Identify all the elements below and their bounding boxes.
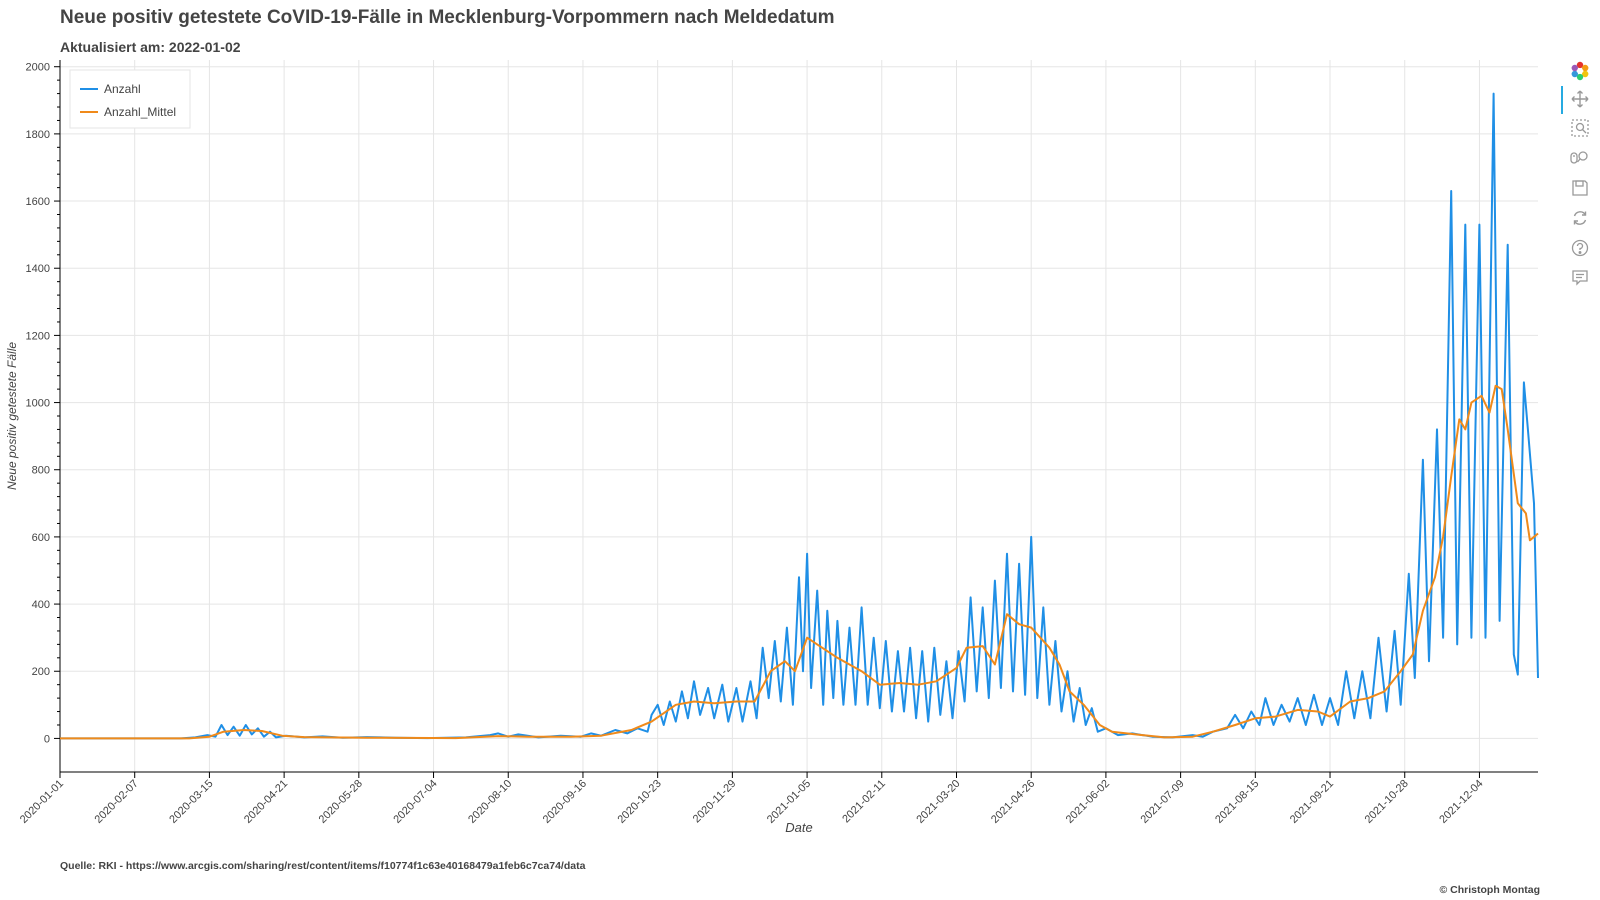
- x-tick-label: 2020-08-10: [466, 778, 514, 826]
- x-tick-label: 2021-01-05: [765, 778, 813, 826]
- save-icon[interactable]: [1566, 175, 1594, 201]
- y-tick-label: 1600: [26, 196, 50, 208]
- x-tick-label: 2020-02-07: [93, 778, 141, 826]
- x-tick-label: 2020-01-01: [18, 778, 66, 826]
- x-tick-label: 2021-04-26: [989, 778, 1037, 826]
- bokeh-logo-icon[interactable]: [1566, 58, 1594, 84]
- y-tick-label: 400: [32, 599, 50, 611]
- x-tick-label: 2020-07-04: [391, 778, 439, 826]
- x-tick-label: 2021-06-02: [1064, 778, 1112, 826]
- y-tick-label: 1800: [26, 129, 50, 141]
- hover-icon[interactable]: [1566, 265, 1594, 291]
- x-tick-label: 2020-03-15: [167, 778, 215, 826]
- x-tick-label: 2020-10-23: [616, 778, 664, 826]
- series-line-anzahl-mittel: [60, 384, 1539, 740]
- y-tick-label: 1400: [26, 263, 50, 275]
- y-tick-label: 0: [44, 733, 50, 745]
- x-tick-label: 2020-09-16: [541, 778, 589, 826]
- pan-icon[interactable]: [1561, 86, 1594, 114]
- legend-box: [69, 69, 191, 129]
- y-tick-label: 1200: [26, 330, 50, 342]
- y-tick-label: 200: [32, 666, 50, 678]
- x-tick-label: 2020-04-21: [242, 778, 290, 826]
- x-tick-label: 2021-03-20: [914, 778, 962, 826]
- x-tick-label: 2021-09-21: [1288, 778, 1336, 826]
- x-tick-label: 2021-10-28: [1363, 778, 1411, 826]
- help-icon[interactable]: [1566, 235, 1594, 261]
- y-tick-label: 2000: [26, 62, 50, 74]
- chart-title: Neue positiv getestete CoVID-19-Fälle in…: [60, 7, 835, 28]
- x-axis-label: Date: [785, 820, 812, 835]
- chart-subtitle: Aktualisiert am: 2022-01-02: [60, 39, 241, 55]
- box-zoom-icon[interactable]: [1566, 115, 1594, 141]
- x-tick-label: 2021-02-11: [840, 778, 888, 826]
- x-tick-label: 2021-07-09: [1138, 778, 1186, 826]
- legend-label: Anzahl_Mittel: [104, 105, 176, 119]
- wheel-zoom-icon[interactable]: [1566, 145, 1594, 171]
- x-tick-label: 2020-05-28: [317, 778, 365, 826]
- x-tick-label: 2021-08-15: [1213, 778, 1261, 826]
- reset-icon[interactable]: [1566, 205, 1594, 231]
- x-tick-label: 2020-11-29: [691, 778, 739, 826]
- grid-lines: [59, 60, 1538, 772]
- source-note: Quelle: RKI - https://www.arcgis.com/sha…: [60, 860, 586, 872]
- copyright-note: © Christoph Montag: [1439, 884, 1540, 896]
- y-axis-label: Neue positiv getestete Fälle: [5, 342, 19, 490]
- x-tick-label: 2021-12-04: [1437, 778, 1485, 826]
- y-tick-label: 600: [32, 532, 50, 544]
- legend-label: Anzahl: [104, 82, 141, 96]
- series-line-anzahl: [60, 92, 1539, 740]
- y-tick-label: 1000: [26, 398, 50, 410]
- legend: Anzahl Anzahl_Mittel: [69, 69, 191, 129]
- y-tick-label: 800: [32, 465, 50, 477]
